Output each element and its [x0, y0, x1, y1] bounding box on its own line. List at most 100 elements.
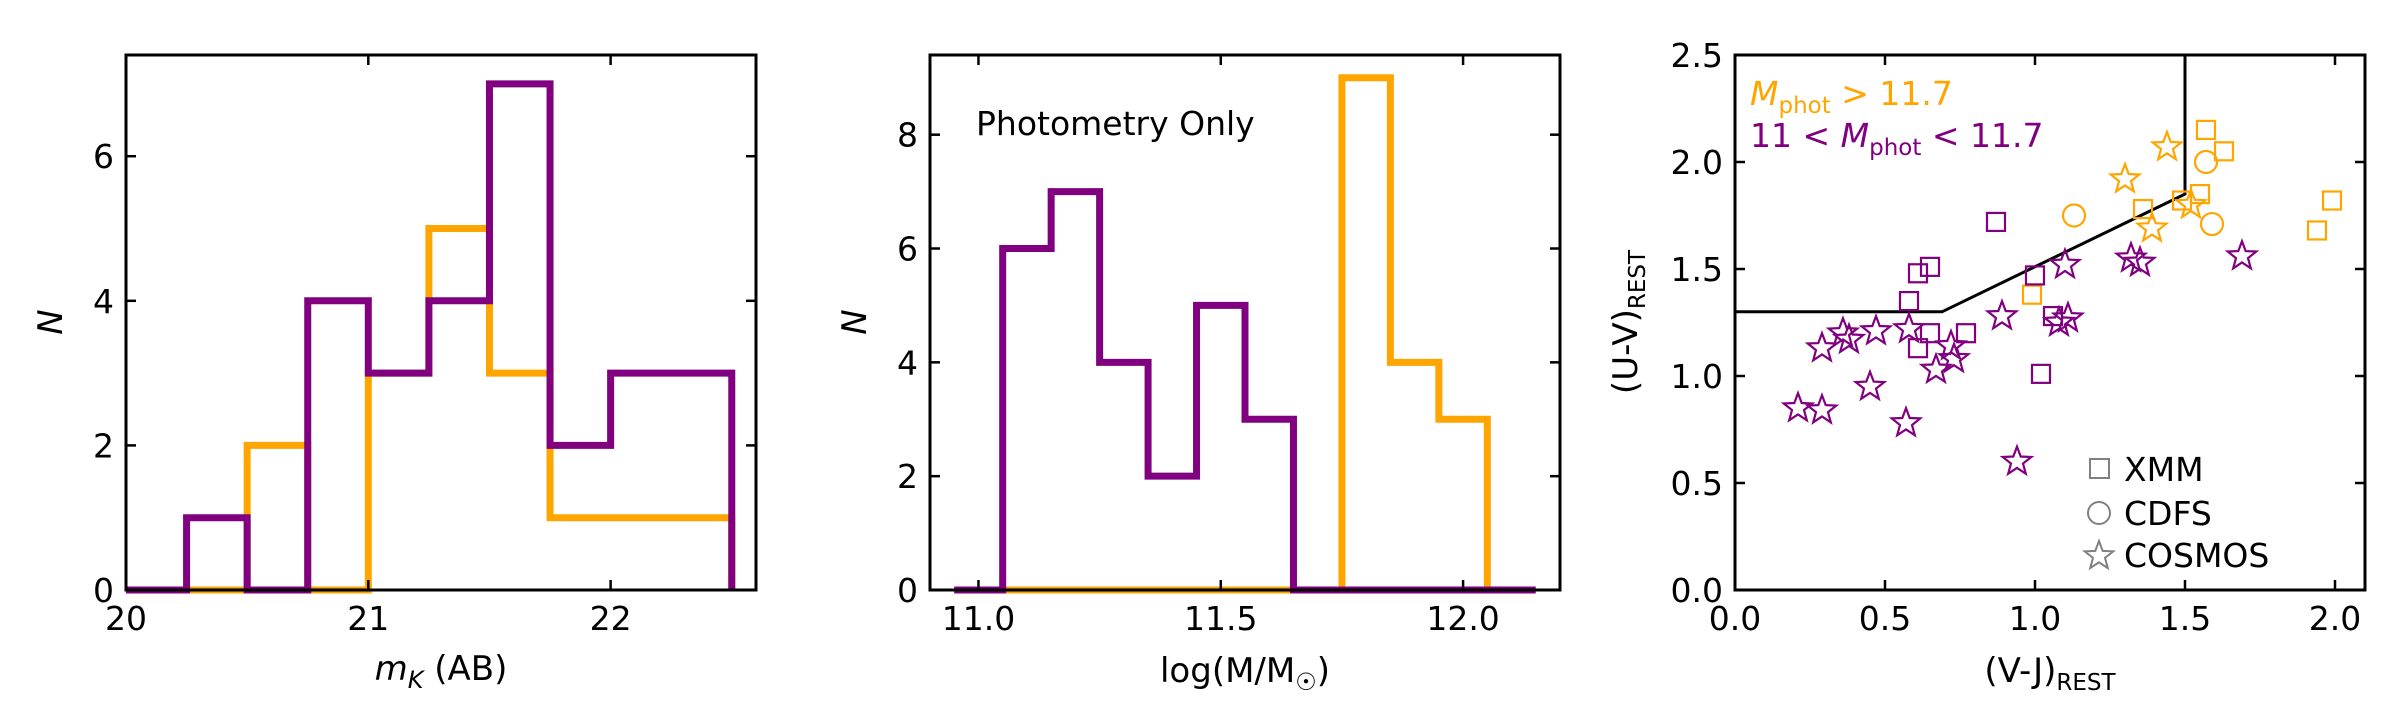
data-point-square: [1919, 256, 1941, 277]
x-tick-label: 11.5: [1184, 599, 1257, 638]
data-point-square: [2021, 284, 2043, 305]
panel-uvj-scatter: 0.0 0.5 1.0 1.5 2.0 0.0 0.5 1.0 1.5 2.0 2.5 Mphot …: [1606, 36, 2367, 696]
histogram-series-purple: [954, 188, 1536, 594]
data-point-circle: [2199, 211, 2225, 237]
data-point-star: [1891, 310, 1927, 344]
annot-purple-M: M: [1841, 116, 1869, 155]
x-tick-label: 1.0: [2009, 599, 2061, 638]
y-tick-label: 1.5: [1671, 250, 1723, 289]
annot-purple-rest: < 11.7: [1921, 116, 2043, 155]
data-point-star: [2050, 300, 2086, 333]
data-point-star: [1804, 392, 1840, 425]
panel1-y-axis-label: N: [31, 309, 71, 334]
data-point-star: [2122, 244, 2158, 278]
data-point-square: [2030, 363, 2052, 384]
panel3-y-label-sub: REST: [1625, 249, 1651, 309]
x-tick-label: 20: [105, 599, 147, 638]
data-point-star: [1831, 321, 1867, 355]
panel3-x-label-main: (V-J): [1984, 651, 2056, 691]
data-point-star: [1999, 443, 2035, 477]
y-tick-label: 1.0: [1671, 357, 1723, 396]
annot-orange-rest: > 11.7: [1831, 74, 1953, 113]
panel3-x-axis-label: (V-J)REST: [1984, 651, 2116, 696]
panel1-x-label-sub: K: [408, 666, 426, 694]
histogram-series-purple: [126, 80, 736, 594]
y-tick-label: 2: [93, 426, 114, 465]
y-tick-label: 2.5: [1671, 36, 1723, 75]
y-tick-label: 0: [897, 571, 918, 610]
data-point-star: [2047, 246, 2083, 280]
y-tick-label: 2: [897, 457, 918, 496]
x-tick-label: 11.0: [942, 599, 1015, 638]
data-point-star: [1858, 312, 1894, 346]
x-tick-label: 0.5: [1859, 599, 1911, 638]
data-point-square: [2213, 141, 2235, 162]
y-tick-label: 2.0: [1671, 143, 1723, 182]
y-tick-label: 0.5: [1671, 464, 1723, 503]
x-tick-label: 1.5: [2159, 599, 2211, 638]
data-point-circle: [2061, 203, 2087, 228]
x-tick-label: 0.0: [1709, 599, 1761, 638]
panel-mass-histogram: 11.0 11.5 12.0 0 2 4 6 8 Photometry Only N log(…: [835, 53, 1562, 696]
annotation-orange-mass-cut: Mphot > 11.7: [1750, 74, 1953, 119]
y-tick-label: 6: [93, 137, 114, 176]
data-point-square: [2195, 119, 2217, 141]
legend-label-cdfs: CDFS: [2124, 494, 2212, 533]
annotation-purple-mass-range: 11 < Mphot < 11.7: [1750, 116, 2044, 161]
y-tick-label: 6: [897, 230, 918, 269]
y-tick-label: 0: [93, 571, 114, 610]
panel3-frame: [1733, 53, 2367, 592]
annot-purple-pre: 11 <: [1750, 116, 1841, 155]
x-tick-label: 21: [347, 599, 389, 638]
x-tick-label: 12.0: [1426, 599, 1499, 638]
data-point-square: [1907, 263, 1929, 284]
panel2-x-axis-label: log(M/M☉): [1160, 651, 1330, 696]
y-tick-label: 8: [897, 116, 918, 155]
panel2-annotation: Photometry Only: [976, 104, 1255, 143]
data-point-square: [1955, 323, 1977, 344]
panel1-x-label-main: m: [375, 649, 408, 689]
panel3-y-axis-label: (U-V)REST: [1606, 249, 1651, 394]
data-point-star: [2134, 210, 2170, 244]
data-point-star: [2107, 160, 2143, 194]
data-point-square: [2306, 220, 2328, 241]
legend-square-icon: [2089, 458, 2110, 479]
data-point-square: [2321, 190, 2343, 211]
panel2-x-label-sub: ☉: [1295, 668, 1317, 696]
legend-star-icon: [2081, 538, 2117, 571]
data-point-square: [1985, 211, 2007, 233]
annot-orange-M: M: [1750, 74, 1778, 113]
panel1-x-axis-label: mK (AB): [375, 649, 508, 694]
data-point-star: [1780, 389, 1816, 423]
data-point-star: [1804, 330, 1840, 363]
data-point-square: [2132, 198, 2154, 220]
x-tick-label: 22: [590, 599, 632, 638]
annot-orange-sub: phot: [1778, 93, 1830, 119]
y-tick-label: 0.0: [1671, 571, 1723, 610]
panel2-x-label-main: log(M/M: [1160, 651, 1295, 691]
panel1-frame: [124, 53, 758, 592]
data-point-star: [1825, 315, 1861, 348]
data-point-star: [1852, 368, 1888, 402]
panel-mk-histogram: 20 21 22 0 2 4 6 N mK (AB): [31, 53, 758, 694]
histogram-series-orange: [954, 74, 1491, 594]
x-tick-label: 2.0: [2309, 599, 2361, 638]
data-point-star: [2149, 128, 2185, 162]
data-point-square: [1898, 291, 1920, 312]
panel2-frame: [928, 53, 1562, 592]
data-point-star: [2173, 186, 2209, 220]
legend-label-xmm: XMM: [2124, 450, 2204, 489]
data-point-star: [1888, 404, 1924, 438]
panel3-y-label-main: (U-V): [1606, 309, 1646, 394]
data-point-square: [2024, 265, 2046, 286]
legend-circle-icon: [2087, 501, 2111, 525]
data-point-star: [1936, 340, 1972, 374]
histogram-series-orange: [126, 225, 736, 594]
legend: XMM CDFS COSMOS: [2081, 450, 2269, 575]
panel2-y-axis-label: N: [835, 309, 875, 334]
data-point-circle: [2193, 149, 2219, 175]
data-point-star: [2224, 238, 2260, 271]
y-tick-label: 4: [93, 282, 114, 321]
panel3-x-label-sub: REST: [2056, 670, 2116, 696]
